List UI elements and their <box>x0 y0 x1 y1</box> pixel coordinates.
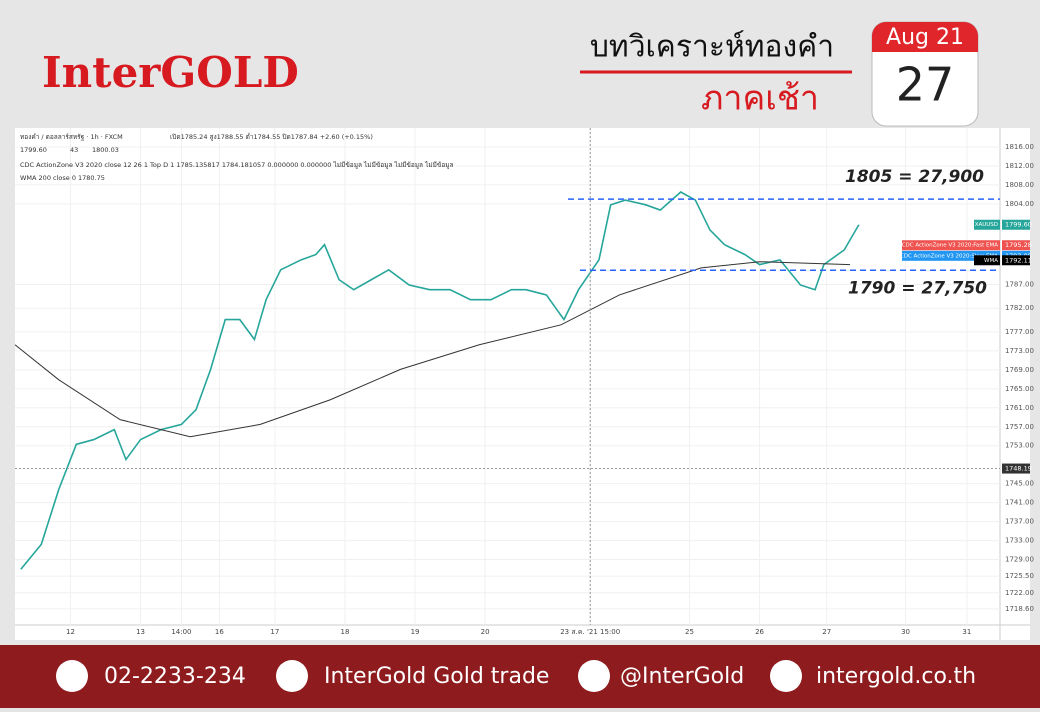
tag-label: 1799.60 <box>1005 221 1032 229</box>
chart-panel <box>15 128 1030 640</box>
y-tick-label: 1718.60 <box>1005 605 1034 613</box>
line-id: @InterGold <box>620 664 744 689</box>
chart-info: CDC ActionZone V3 2020 close 12 26 1 Top… <box>20 161 454 169</box>
chart-info: เปิด1785.24 สูง1788.55 ต่ำ1784.55 ปิด178… <box>170 132 373 141</box>
y-tick-label: 1729.00 <box>1005 556 1034 564</box>
x-tick-label: 16 <box>215 628 224 636</box>
tag-name: CDC ActionZone V3 2020:Slow EMA <box>900 253 998 259</box>
x-tick-label: 31 <box>962 628 971 636</box>
y-tick-label: 1808.00 <box>1005 181 1034 189</box>
x-tick-label: 20 <box>481 628 490 636</box>
tag-label: 1795.28 <box>1005 241 1032 249</box>
calendar-day: 27 <box>896 58 955 112</box>
x-tick-label: 18 <box>340 628 349 636</box>
chart-info: 1799.60 <box>20 146 47 154</box>
chart-info: WMA 200 close 0 1780.75 <box>20 174 105 182</box>
x-tick-label: 23 ส.ค. '21 15:00 <box>560 628 620 636</box>
y-tick-label: 1773.00 <box>1005 347 1034 355</box>
tag-label: 1748.19 <box>1005 465 1032 473</box>
phone-icon <box>56 660 88 692</box>
facebook: InterGold Gold trade <box>324 664 549 689</box>
y-tick-label: 1812.00 <box>1005 162 1034 170</box>
plot: 1816.00 1812.00 1808.00 1804.00 1787.00 1782.… <box>14 128 1034 636</box>
y-tick-label: 1733.00 <box>1005 537 1034 545</box>
x-tick-label: 26 <box>755 628 764 636</box>
chart-info: 43 <box>70 146 78 154</box>
x-tick-label: 27 <box>822 628 831 636</box>
y-tick-label: 1765.00 <box>1005 385 1034 393</box>
tag-name: WMA <box>984 258 998 264</box>
y-tick-label: 1722.00 <box>1005 589 1034 597</box>
facebook-icon <box>276 660 308 692</box>
y-tick-label: 1761.00 <box>1005 404 1034 412</box>
y-tick-label: 1777.00 <box>1005 328 1034 336</box>
x-tick-label: 19 <box>411 628 420 636</box>
level-label: 1790 = 27,750 <box>848 278 987 298</box>
y-tick-label: 1753.00 <box>1005 442 1034 450</box>
chart-info: ทองคำ / ดอลลาร์สหรัฐ · 1h · FXCM <box>20 133 123 141</box>
chart-info: 1800.03 <box>92 146 119 154</box>
y-tick-label: 1782.00 <box>1005 304 1034 312</box>
y-tick-label: 1804.00 <box>1005 200 1034 208</box>
brand: InterGOLD <box>42 48 299 97</box>
y-tick-label: 1769.00 <box>1005 366 1034 374</box>
tag-box <box>1002 240 1030 251</box>
x-tick-label: 12 <box>66 628 75 636</box>
y-tick-label: 1737.00 <box>1005 518 1034 526</box>
tag-name-box <box>902 250 1000 261</box>
footer <box>0 645 1040 708</box>
tag-name-box <box>974 255 1000 266</box>
y-tick-label: 1757.00 <box>1005 423 1034 431</box>
x-tick-label: 14:00 <box>171 628 191 636</box>
level-label: 1805 = 27,900 <box>845 167 984 187</box>
x-tick-label: 17 <box>270 628 279 636</box>
tag-box <box>1002 219 1030 230</box>
y-tick-label: 1816.00 <box>1005 143 1034 151</box>
tag-label: 1792.11 <box>1005 256 1032 264</box>
y-tick-label: 1725.50 <box>1005 572 1034 580</box>
x-tick-label: 30 <box>901 628 910 636</box>
tag-name-box <box>902 240 1000 251</box>
price-line <box>20 191 860 570</box>
tag-box <box>1002 255 1030 266</box>
x-tick-label: 13 <box>136 628 145 636</box>
tag-name: CDC ActionZone V3 2020:Fast EMA <box>902 243 999 249</box>
x-tick-label: 25 <box>685 628 694 636</box>
y-tick-label: 1741.00 <box>1005 499 1034 507</box>
phone: 02-2233-234 <box>104 664 246 689</box>
y-tick-label: 1745.00 <box>1005 480 1034 488</box>
web-icon <box>770 660 802 692</box>
tag-box <box>1002 463 1030 474</box>
line-icon <box>578 660 610 692</box>
calendar-top <box>872 22 978 52</box>
calendar-month: Aug 21 <box>886 25 964 50</box>
price-line <box>14 261 851 438</box>
title: บทวิเคราะห์ทองคำ <box>590 30 834 65</box>
web: intergold.co.th <box>816 664 976 689</box>
y-tick-label: 1787.00 <box>1005 280 1034 288</box>
subtitle: ภาคเช้า <box>701 79 819 119</box>
tag-name: XAUUSD <box>975 222 998 228</box>
tag-name-box <box>974 219 1000 230</box>
